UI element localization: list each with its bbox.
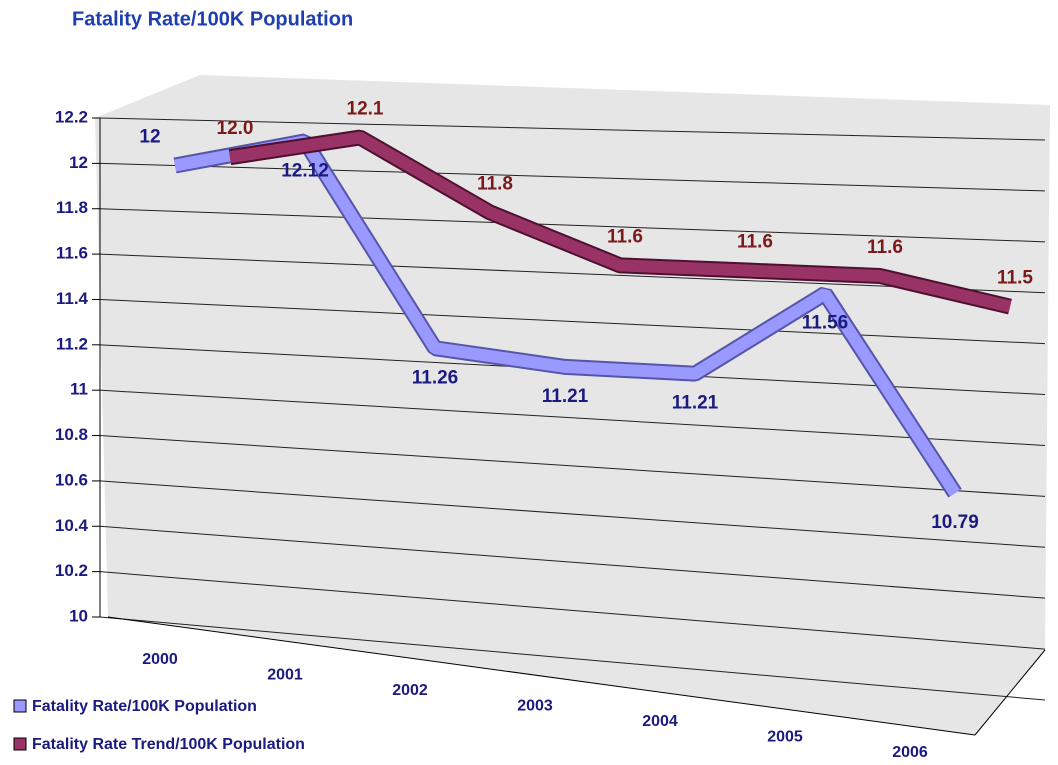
x-tick-label: 2005 [767, 729, 803, 746]
x-axis [107, 616, 976, 736]
grid-line [99, 435, 1046, 497]
grid-line [99, 571, 1046, 650]
grid-line [99, 480, 1046, 548]
data-label: 11.6 [737, 232, 773, 253]
x-tick-label: 2002 [392, 682, 428, 699]
x-tick-label: 2004 [642, 713, 678, 730]
data-label: 11.21 [542, 386, 589, 407]
legend-swatch [13, 699, 27, 713]
grid-line [99, 389, 1046, 446]
grid-line [99, 117, 1046, 141]
y-tick-label: 10 [69, 606, 88, 625]
x-tick-label: 2003 [517, 698, 553, 715]
data-label: 11.26 [412, 367, 459, 388]
y-tick-label: 11.8 [56, 198, 88, 217]
grid-line [99, 616, 1046, 701]
legend-swatch [13, 737, 27, 751]
plot-plane [95, 75, 1050, 735]
y-tick-label: 10.8 [55, 425, 88, 444]
legend-label: Fatality Rate/100K Population [32, 698, 257, 715]
y-tick-label: 11.2 [56, 334, 88, 353]
data-label: 12.1 [347, 99, 384, 120]
data-label: 11.6 [867, 237, 903, 258]
data-label: 11.6 [607, 226, 643, 247]
grid-line [99, 162, 1046, 192]
floor-edge [974, 649, 1046, 736]
y-tick-label: 11 [70, 380, 88, 399]
data-label: 11.56 [802, 313, 849, 334]
chart-title: Fatality Rate/100K Population [72, 8, 353, 30]
x-tick-label: 2001 [267, 667, 303, 684]
data-label: 10.79 [931, 512, 979, 533]
grid-line [99, 298, 1046, 345]
data-label: 12 [139, 127, 160, 148]
grid-line [99, 525, 1046, 599]
y-tick-label: 10.2 [55, 561, 88, 580]
y-tick-label: 11.6 [56, 244, 88, 263]
data-label: 12.0 [217, 118, 254, 139]
data-label: 11.21 [672, 393, 719, 414]
data-label: 12.12 [281, 160, 329, 181]
y-tick-label: 12 [69, 153, 88, 172]
y-tick-label: 12.2 [55, 107, 88, 126]
data-label: 11.5 [997, 268, 1033, 289]
grid-line [99, 253, 1046, 294]
x-tick-label: 2006 [892, 744, 928, 761]
data-label: 11.8 [477, 173, 513, 194]
y-tick-label: 10.6 [55, 470, 88, 489]
series-ribbon [229, 131, 1012, 313]
grid-line [99, 208, 1046, 243]
x-tick-label: 2000 [142, 651, 178, 668]
y-tick-label: 10.4 [55, 516, 89, 535]
legend-label: Fatality Rate Trend/100K Population [32, 736, 305, 753]
y-tick-label: 11.4 [56, 289, 89, 308]
